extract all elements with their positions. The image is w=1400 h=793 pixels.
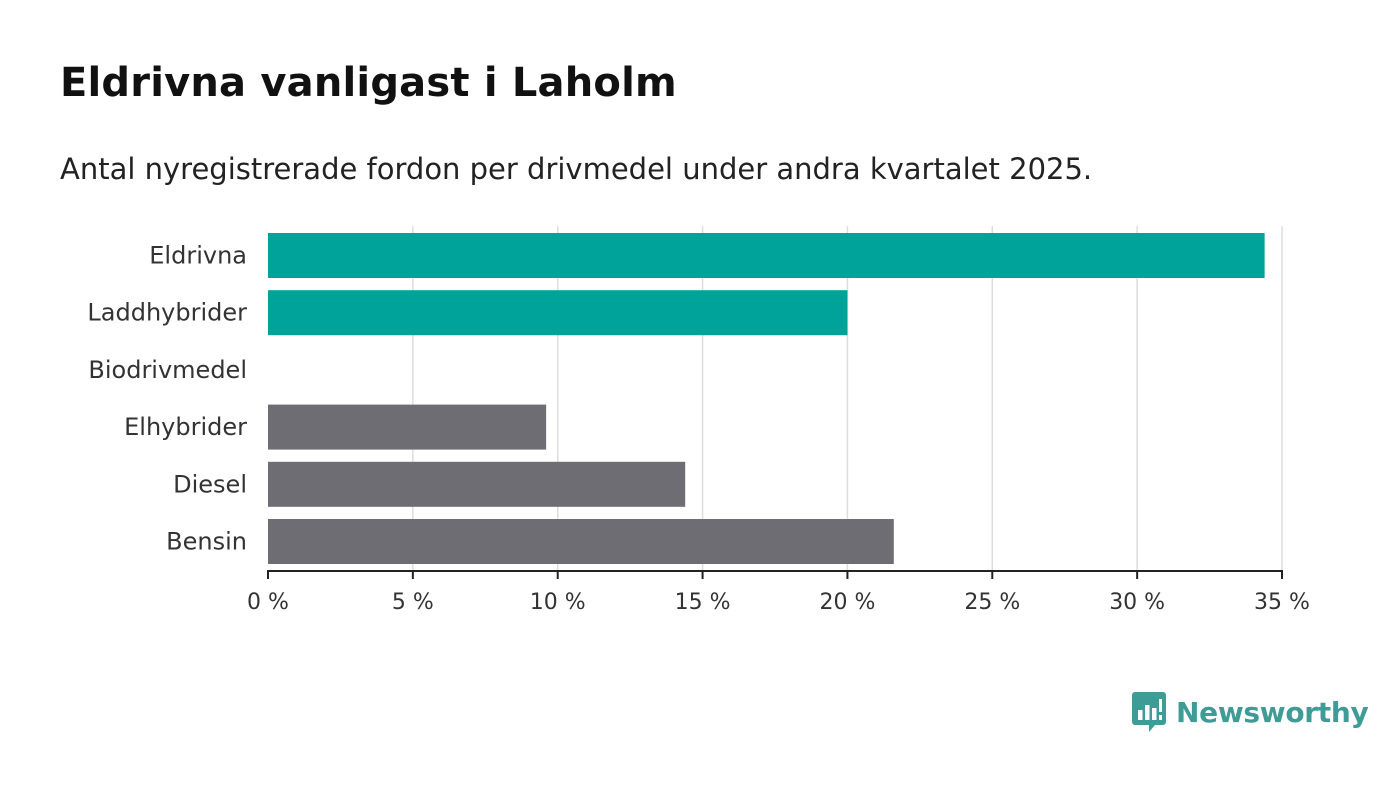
x-tick-label: 0 %	[247, 590, 289, 615]
category-labels: Eldrivna Laddhybrider Biodrivmedel Elhybrid…	[87, 242, 247, 556]
bar-chart: 0 % 5 % 10 % 15 % 20 % 25 % 30 % 35 % Eldrivna L…	[87, 226, 1310, 615]
x-tick-label: 5 %	[392, 590, 434, 615]
x-tick-label: 25 %	[964, 590, 1020, 615]
chart-title: Eldrivna vanligast i Laholm	[60, 60, 677, 106]
category-label: Laddhybrider	[87, 299, 247, 327]
category-label: Eldrivna	[149, 242, 247, 270]
x-tick-label: 15 %	[675, 590, 731, 615]
x-axis: 0 % 5 % 10 % 15 % 20 % 25 % 30 % 35 %	[247, 570, 1310, 615]
chart-subtitle: Antal nyregistrerade fordon per drivmede…	[60, 152, 1093, 186]
x-tick-label: 10 %	[530, 590, 586, 615]
x-tick-label: 20 %	[819, 590, 875, 615]
category-label: Biodrivmedel	[88, 356, 247, 384]
grid-lines	[412, 226, 1283, 571]
brand-name: Newsworthy	[1176, 695, 1369, 729]
bar-laddhybrider	[268, 290, 848, 336]
x-tick-label: 30 %	[1109, 590, 1165, 615]
bar-chart-speech-bubble-icon	[1132, 692, 1166, 732]
bar-bensin	[268, 519, 894, 564]
newsworthy-logo: Newsworthy	[1132, 692, 1369, 732]
category-label: Diesel	[173, 470, 247, 498]
category-label: Elhybrider	[124, 413, 247, 441]
x-tick-label: 35 %	[1254, 590, 1310, 615]
bar-elhybrider	[268, 404, 547, 450]
bar-eldrivna	[268, 233, 1265, 278]
category-label: Bensin	[166, 528, 247, 556]
bar-diesel	[268, 461, 686, 507]
bars	[268, 233, 1265, 564]
